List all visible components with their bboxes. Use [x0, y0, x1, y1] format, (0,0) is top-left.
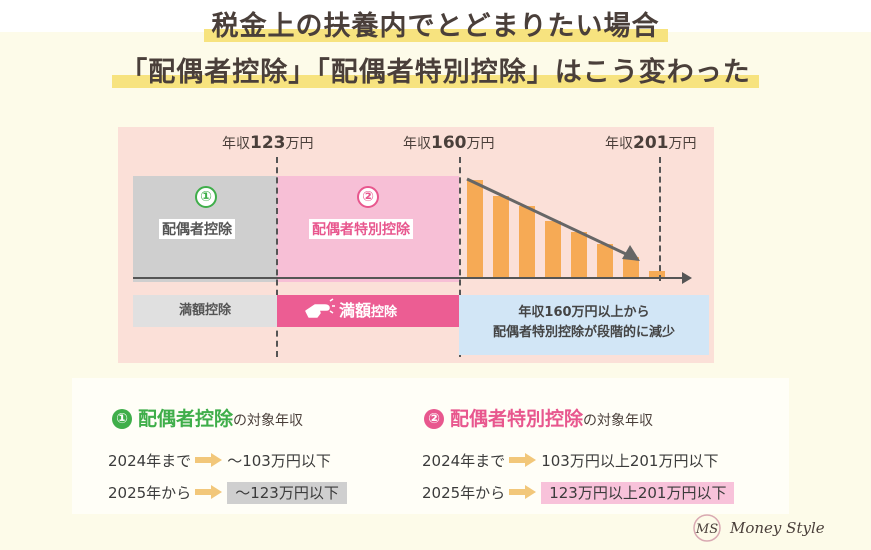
special-spouse-deduction-heading: ② 配偶者特別控除の対象年収 — [424, 404, 653, 431]
decline-bar — [519, 206, 535, 279]
svg-text:MS: MS — [695, 522, 718, 537]
gradual-decrease-note: 年収160万円以上から 配偶者特別控除が段階的に減少 — [459, 295, 709, 355]
decline-bar — [623, 257, 639, 279]
eligibility-info-panel: ① 配偶者控除の対象年収 2024年まで ～103万円以下 2025年から ～123万… — [72, 378, 789, 514]
spouse-deduction-row-2025: 2025年から ～123万円以下 — [108, 482, 347, 504]
arrow-icon — [195, 453, 223, 467]
deduction-label: 控除 — [371, 305, 398, 320]
logo-text: Money Style — [730, 519, 825, 537]
money-style-logo: MS Money Style — [690, 513, 850, 543]
title-line-2: 「配偶者控除」「配偶者特別控除」はこう変わった — [0, 50, 871, 89]
special-spouse-deduction-label: 配偶者特別控除 — [309, 219, 413, 239]
number-1-badge: ① — [195, 186, 217, 208]
special-deduction-row-2025: 2025年から 123万円以上201万円以下 — [422, 482, 735, 504]
special-deduction-row-2024: 2024年まで 103万円以上201万円以下 — [422, 452, 719, 470]
logo-mark: MS — [693, 514, 721, 542]
full-deduction-row: 満額控除 — [133, 295, 277, 327]
divider-201 — [659, 157, 661, 281]
spouse-deduction-label: 配偶者控除 — [159, 219, 235, 239]
x-label-201: 年収201万円 — [605, 133, 697, 153]
gradual-decrease-line-2: 配偶者特別控除が段階的に減少 — [492, 325, 675, 340]
arrow-icon — [195, 485, 223, 499]
spouse-deduction-row-2024: 2024年まで ～103万円以下 — [108, 452, 331, 470]
pointing-hand-icon — [305, 298, 335, 318]
x-label-160: 年収160万円 — [403, 133, 495, 153]
arrow-icon — [509, 485, 537, 499]
x-label-123: 年収123万円 — [222, 133, 314, 153]
full-amount-label: 満額 — [339, 301, 372, 320]
divider-160 — [459, 157, 461, 357]
decline-bar — [597, 244, 613, 279]
x-axis — [133, 277, 685, 279]
spouse-deduction-heading: ① 配偶者控除の対象年収 — [112, 404, 303, 431]
gradual-decrease-line-1: 年収160万円以上から — [518, 305, 650, 320]
x-axis-arrowhead — [682, 272, 692, 284]
decline-bar — [571, 232, 587, 279]
decline-bar — [545, 221, 561, 279]
special-spouse-deduction-block: ② 配偶者特別控除 — [277, 176, 459, 282]
full-deduction-highlight-row: 満額控除 — [277, 295, 459, 327]
decline-bar — [493, 196, 509, 279]
arrow-icon — [509, 453, 537, 467]
spouse-deduction-block: ① 配偶者控除 — [133, 176, 277, 282]
divider-123 — [276, 157, 278, 357]
number-2-badge: ② — [357, 186, 379, 208]
decline-bar — [467, 180, 483, 279]
decline-bar — [649, 271, 665, 279]
title-line-1: 税金上の扶養内でとどまりたい場合 — [0, 4, 871, 43]
